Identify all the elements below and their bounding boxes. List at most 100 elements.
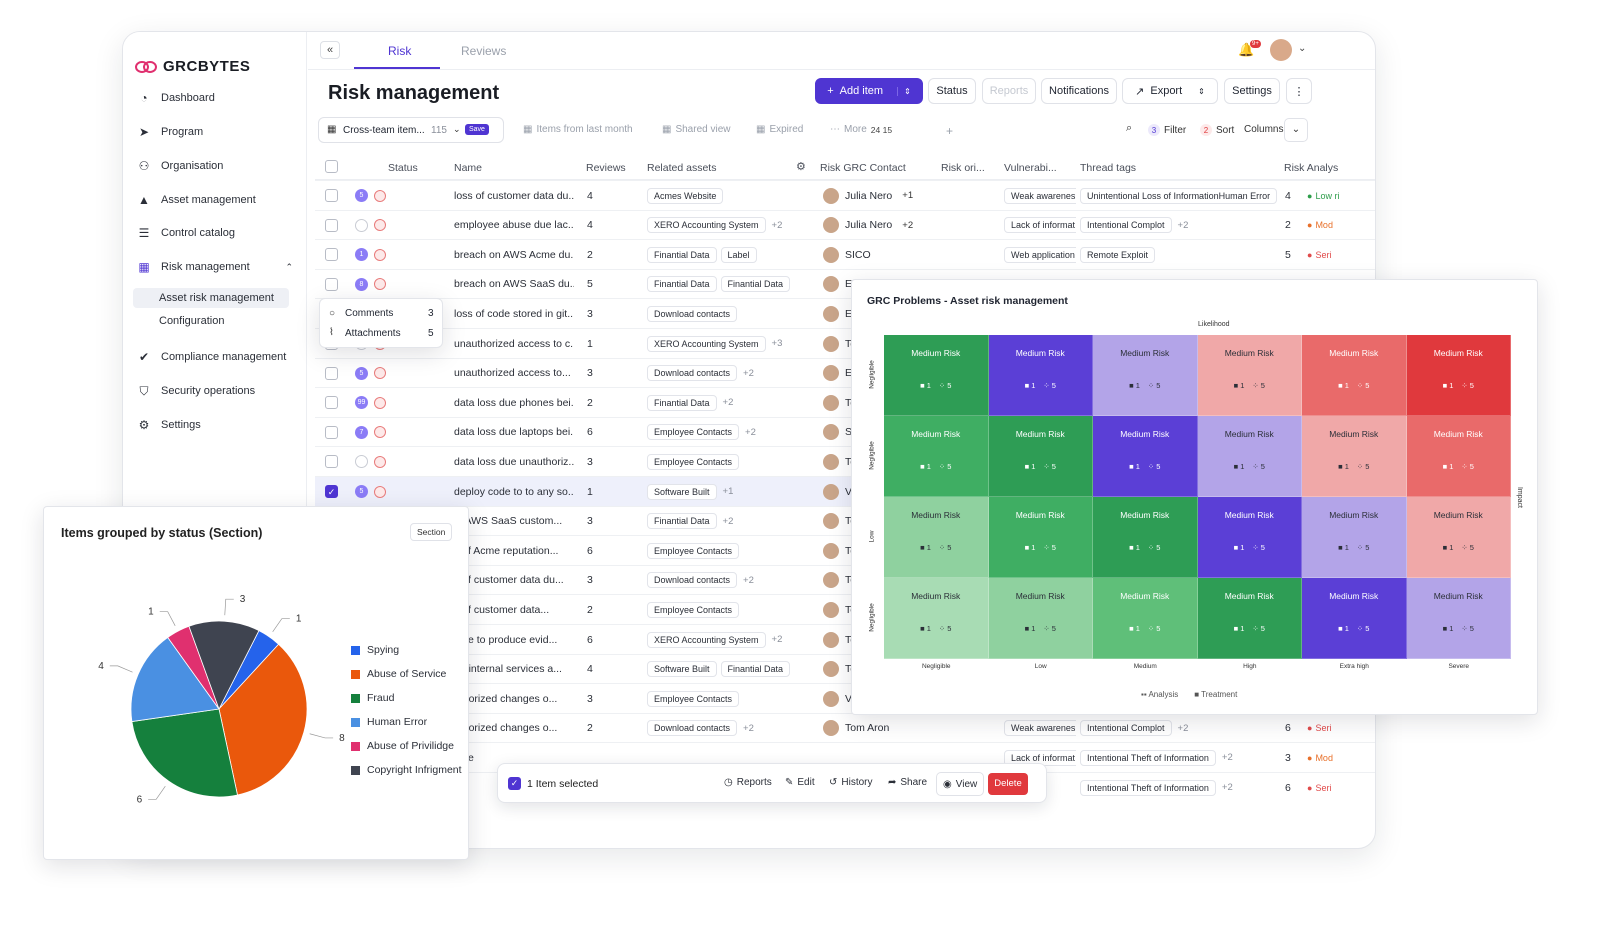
heatmap-cell[interactable]: Medium Risk ■ 1 ⁘ 5 — [884, 416, 989, 497]
legend-item-fraud[interactable]: Fraud — [351, 692, 394, 704]
row-name[interactable]: data loss due laptops bei... — [454, 426, 574, 439]
contact-name[interactable]: Julia Nero — [845, 219, 893, 232]
tags-more[interactable]: +2 — [1221, 782, 1233, 793]
asset-chip[interactable]: Employee Contacts — [647, 542, 740, 559]
export-button[interactable]: ↗ Export ⇕ — [1122, 78, 1218, 104]
assets-more[interactable]: +1 — [722, 486, 734, 497]
pie-slice-abuse-of-service[interactable] — [218, 643, 308, 796]
heatmap-cell[interactable]: Medium Risk ■ 1 ⁘ 5 — [1197, 335, 1302, 416]
row-checkbox[interactable] — [325, 277, 338, 291]
row-name[interactable]: data loss due unauthoriz... — [454, 455, 574, 468]
user-avatar[interactable] — [1270, 39, 1292, 61]
comment-badge[interactable]: 99 — [355, 396, 368, 410]
tag-chip[interactable]: Unintentional Loss of InformationHuman E… — [1080, 187, 1278, 204]
assets-more[interactable]: +2 — [743, 574, 754, 586]
table-row[interactable]: 1 breach on AWS Acme du... 2 Finantial Data… — [315, 239, 1375, 269]
sidebar-sub-asset-risk[interactable]: Asset risk management — [133, 288, 289, 308]
comment-badge[interactable]: 8 — [355, 277, 368, 291]
view-action[interactable]: ◉ View — [936, 772, 985, 796]
contact-name[interactable]: Te — [845, 604, 856, 616]
heatmap-cell[interactable]: Medium Risk ■ 1 ⁘ 5 — [988, 497, 1093, 578]
asset-chip[interactable]: Download contacts — [647, 572, 738, 589]
row-name[interactable]: unauthorized access to... — [454, 367, 571, 380]
assets-more[interactable]: +3 — [771, 338, 783, 349]
tag-chip[interactable]: Intentional Theft of Information — [1080, 779, 1216, 796]
row-name[interactable]: employee abuse due lac... — [454, 219, 574, 232]
comments-label[interactable]: Comments — [345, 308, 394, 319]
legend-item-abuse-of-service[interactable]: Abuse of Service — [351, 668, 446, 680]
sidebar-item-risk-management[interactable]: ▦ Risk management ⌃ — [135, 254, 299, 280]
contact-name[interactable]: SICO — [845, 248, 871, 261]
comment-badge[interactable]: 7 — [355, 425, 368, 439]
contact-name[interactable]: Julia Nero — [845, 189, 893, 202]
sidebar-item-security-operations[interactable]: ⛉ Security operations — [135, 378, 299, 404]
heatmap-cell[interactable]: Medium Risk ■ 1 ⁘ 5 — [1093, 497, 1198, 578]
asset-chip[interactable]: Employee Contacts — [647, 690, 740, 707]
asset-chip[interactable]: Acmes Website — [647, 187, 724, 204]
chevron-down-icon[interactable]: ⌄ — [1284, 118, 1308, 142]
dropdown-icon[interactable]: ⇕ — [897, 86, 911, 96]
sidebar-item-compliance-management[interactable]: ✔ Compliance management — [135, 344, 299, 370]
asset-chip[interactable]: Employee Contacts — [647, 424, 740, 441]
vulnerability-chip[interactable]: Lack of informat — [1004, 217, 1076, 234]
assets-more[interactable]: +2 — [743, 367, 754, 379]
asset-chip[interactable]: Software Built — [647, 483, 717, 500]
sidebar-sub-configuration[interactable]: Configuration — [159, 315, 225, 327]
contact-name[interactable]: Te — [845, 515, 856, 527]
share-action[interactable]: ➦ Share — [888, 777, 927, 788]
comment-badge[interactable]: 5 — [355, 366, 368, 380]
heatmap-cell[interactable]: Medium Risk ■ 1 ⁘ 5 — [1406, 497, 1511, 578]
legend-item-copyright-infrigment[interactable]: Copyright Infrigment — [351, 764, 462, 776]
legend-item-human-error[interactable]: Human Error — [351, 716, 427, 728]
column-status[interactable]: Status — [388, 162, 418, 174]
contact-name[interactable]: Te — [845, 663, 856, 675]
contact-name[interactable]: Te — [845, 634, 856, 646]
column-risk-grc-contact[interactable]: Risk GRC Contact — [820, 162, 906, 174]
tags-more[interactable]: +2 — [1221, 752, 1233, 764]
row-name[interactable]: unauthorized access to c... — [454, 337, 574, 350]
chevron-down-icon[interactable]: ⌄ — [1298, 43, 1307, 54]
row-checkbox[interactable] — [325, 248, 338, 262]
history-action[interactable]: ↺ History — [829, 777, 873, 788]
assets-more[interactable]: +2 — [743, 722, 754, 734]
tags-more[interactable]: +2 — [1177, 722, 1189, 734]
row-name[interactable]: loss of code stored in git... — [454, 307, 574, 320]
sidebar-item-asset-management[interactable]: ▲ Asset management — [135, 187, 299, 213]
legend-item-abuse-of-privilidge[interactable]: Abuse of Privilidge — [351, 740, 454, 752]
gear-icon[interactable]: ⚙ — [796, 161, 806, 173]
row-name[interactable]: uthorized changes o... — [454, 722, 558, 735]
sidebar-item-control-catalog[interactable]: ☰ Control catalog — [135, 220, 299, 246]
heatmap-cell[interactable]: Medium Risk ■ 1 ⁘ 5 — [1197, 578, 1302, 659]
contact-name[interactable]: Te — [845, 574, 856, 586]
asset-chip[interactable]: Finantial Data — [647, 246, 717, 263]
vulnerability-chip[interactable]: Weak awarenes — [1004, 720, 1076, 737]
tag-chip[interactable]: Intentional Theft of Information — [1080, 749, 1216, 766]
table-row[interactable]: uthorized changes o... 2 Download contacts… — [315, 712, 1375, 743]
row-name[interactable]: deploy code to to any so... — [454, 485, 574, 498]
contact-name[interactable]: Er — [845, 367, 856, 379]
row-checkbox[interactable]: ✓ — [325, 485, 338, 498]
sidebar-item-program[interactable]: ➤ Program — [135, 119, 299, 145]
row-checkbox[interactable] — [325, 366, 338, 380]
heatmap-cell[interactable]: Medium Risk ■ 1 ⁘ 5 — [1093, 578, 1198, 659]
row-name[interactable]: s of customer data... — [454, 603, 550, 616]
column-risk-analysis[interactable]: Risk Analys — [1284, 162, 1339, 174]
assets-more[interactable]: +2 — [771, 634, 783, 645]
view-selector[interactable]: ▦ Cross-team item... 115 ⌄ Save — [318, 117, 504, 143]
comment-badge[interactable]: 5 — [355, 485, 368, 498]
vulnerability-chip[interactable]: Web application — [1004, 246, 1076, 263]
attachments-label[interactable]: Attachments — [345, 328, 401, 339]
sidebar-item-dashboard[interactable]: ◔ Dashboard — [135, 85, 299, 111]
heatmap-cell[interactable]: Medium Risk ■ 1 ⁘ 5 — [884, 335, 989, 416]
comment-badge[interactable] — [355, 455, 368, 469]
table-row[interactable]: 99 data loss due phones bei... 2 Finantial … — [315, 387, 1375, 417]
asset-chip[interactable]: XERO Accounting System — [647, 217, 766, 234]
heatmap-cell[interactable]: Medium Risk ■ 1 ⁘ 5 — [1093, 416, 1198, 497]
contact-name[interactable]: Er — [845, 308, 856, 320]
row-name[interactable]: s of customer data du... — [454, 574, 564, 587]
tab-risk[interactable]: Risk — [388, 44, 412, 58]
collapse-sidebar-button[interactable]: « — [320, 41, 340, 59]
row-name[interactable]: uthorized changes o... — [454, 692, 558, 705]
pie-slice-human-error[interactable] — [130, 636, 220, 723]
table-row[interactable]: 7 data loss due laptops bei... 6 Employee C… — [315, 416, 1375, 447]
